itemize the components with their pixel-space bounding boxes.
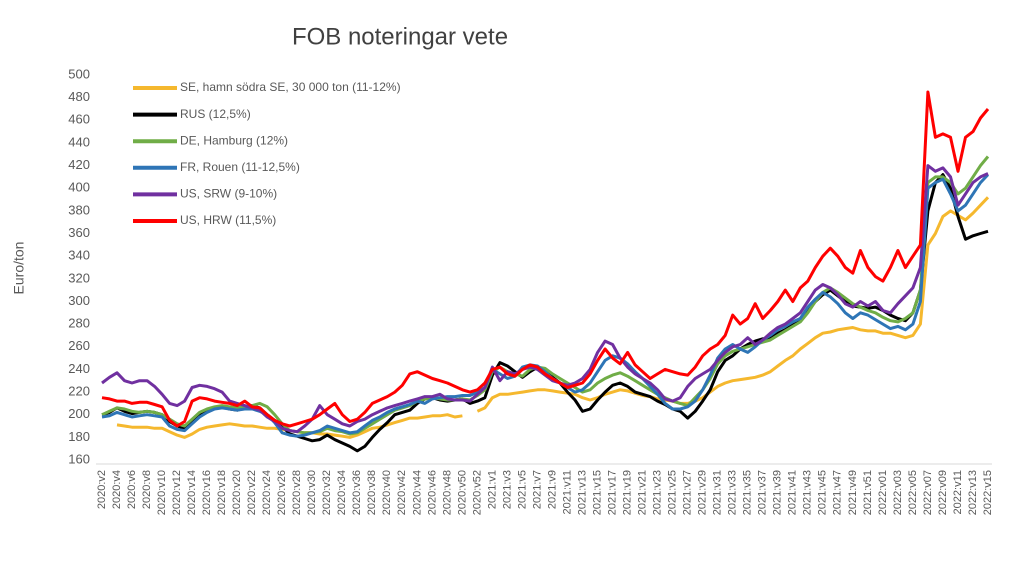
x-tick-label: 2021:v23 — [652, 470, 664, 515]
y-tick-label: 220 — [68, 383, 90, 398]
x-tick-label: 2022:v05 — [907, 470, 919, 515]
x-tick-label: 2021:v45 — [817, 470, 829, 515]
x-tick-label: 2020:v52 — [471, 470, 483, 515]
x-tick-label: 2020:v8 — [141, 470, 153, 509]
x-tick-label: 2020:v28 — [291, 470, 303, 515]
y-axis-label: Euro/ton — [11, 242, 27, 295]
x-tick-label: 2020:v42 — [396, 470, 408, 515]
x-tick-label: 2021:v47 — [832, 470, 844, 515]
y-tick-label: 160 — [68, 451, 90, 466]
y-tick-label: 360 — [68, 225, 90, 240]
legend-label: SE, hamn södra SE, 30 000 ton (11-12%) — [180, 80, 401, 94]
legend-label: FR, Rouen (11-12,5%) — [180, 160, 300, 174]
x-tick-label: 2021:v17 — [606, 470, 618, 515]
y-tick-label: 400 — [68, 180, 90, 195]
series-line — [116, 196, 990, 439]
x-tick-label: 2021:v27 — [682, 470, 694, 515]
x-tick-label: 2021:v37 — [757, 470, 769, 515]
legend-label: US, HRW (11,5%) — [180, 213, 276, 227]
x-tick-label: 2020:v24 — [261, 470, 273, 515]
legend-label: RUS (12,5%) — [180, 107, 251, 121]
x-tick-label: 2020:v40 — [381, 470, 393, 515]
x-tick-label: 2020:v22 — [246, 470, 258, 515]
x-tick-label: 2022:v01 — [877, 470, 889, 515]
x-tick-label: 2021:v13 — [576, 470, 588, 515]
x-tick-label: 2020:v44 — [411, 470, 423, 515]
y-tick-label: 460 — [68, 112, 90, 127]
x-tick-label: 2021:v33 — [727, 470, 739, 515]
y-tick-label: 420 — [68, 157, 90, 172]
x-tick-label: 2021:v35 — [742, 470, 754, 515]
x-tick-label: 2020:v2 — [96, 470, 108, 509]
x-tick-label: 2020:v12 — [171, 470, 183, 515]
x-tick-label: 2021:v25 — [667, 470, 679, 515]
x-tick-label: 2021:v11 — [561, 470, 573, 514]
y-tick-label: 320 — [68, 270, 90, 285]
x-tick-label: 2022:v09 — [937, 470, 949, 515]
x-tick-label: 2020:v4 — [111, 470, 123, 509]
series-line — [101, 90, 990, 428]
x-tick-label: 2021:v5 — [516, 470, 528, 509]
x-tick-label: 2021:v49 — [847, 470, 859, 515]
y-tick-label: 380 — [68, 202, 90, 217]
x-tick-label: 2020:v32 — [321, 470, 333, 515]
y-tick-label: 340 — [68, 248, 90, 263]
x-tick-label: 2021:v1 — [486, 470, 498, 509]
x-tick-label: 2022:v13 — [967, 470, 979, 515]
x-tick-label: 2020:v34 — [336, 470, 348, 515]
y-tick-label: 200 — [68, 406, 90, 421]
x-tick-label: 2021:v43 — [802, 470, 814, 515]
x-tick-label: 2020:v50 — [456, 470, 468, 515]
x-tick-label: 2022:v07 — [922, 470, 934, 515]
x-tick-label: 2020:v20 — [231, 470, 243, 515]
y-tick-label: 300 — [68, 293, 90, 308]
y-tick-label: 260 — [68, 338, 90, 353]
x-tick-label: 2021:v41 — [787, 470, 799, 515]
series-line — [101, 173, 990, 438]
x-tick-label: 2021:v19 — [621, 470, 633, 515]
chart-title: FOB noteringar vete — [292, 23, 508, 50]
y-tick-label: 180 — [68, 429, 90, 444]
legend-label: DE, Hamburg (12%) — [180, 133, 288, 147]
x-tick-label: 2020:v14 — [186, 470, 198, 515]
x-tick-label: 2022:v15 — [982, 470, 994, 515]
x-tick-label: 2021:v15 — [591, 470, 603, 515]
y-tick-label: 280 — [68, 316, 90, 331]
x-tick-label: 2021:v51 — [862, 470, 874, 515]
y-tick-label: 440 — [68, 134, 90, 149]
y-tick-label: 500 — [68, 66, 90, 81]
x-tick-label: 2022:v03 — [892, 470, 904, 515]
legend-label: US, SRW (9-10%) — [180, 187, 277, 201]
x-tick-label: 2020:v46 — [426, 470, 438, 515]
x-tick-label: 2021:v31 — [712, 470, 724, 515]
y-tick-label: 240 — [68, 361, 90, 376]
y-tick-label: 480 — [68, 89, 90, 104]
x-tick-label: 2020:v10 — [156, 470, 168, 515]
x-tick-label: 2020:v38 — [366, 470, 378, 515]
x-tick-label: 2022:v11 — [952, 470, 964, 514]
x-tick-label: 2020:v26 — [276, 470, 288, 515]
x-tick-label: 2021:v29 — [697, 470, 709, 515]
x-tick-label: 2020:v48 — [441, 470, 453, 515]
x-tick-label: 2021:v7 — [531, 470, 543, 509]
x-tick-label: 2020:v18 — [216, 470, 228, 515]
x-tick-label: 2020:v16 — [201, 470, 213, 515]
x-tick-label: 2020:v6 — [126, 470, 138, 509]
series-line — [101, 164, 989, 434]
x-tick-label: 2021:v39 — [772, 470, 784, 515]
x-tick-label: 2021:v3 — [501, 470, 513, 509]
x-tick-label: 2020:v36 — [351, 470, 363, 515]
x-tick-label: 2020:v30 — [306, 470, 318, 515]
x-tick-label: 2021:v21 — [637, 470, 649, 515]
x-tick-label: 2021:v9 — [546, 470, 558, 509]
legend: SE, hamn södra SE, 30 000 ton (11-12%) RU… — [133, 80, 401, 227]
